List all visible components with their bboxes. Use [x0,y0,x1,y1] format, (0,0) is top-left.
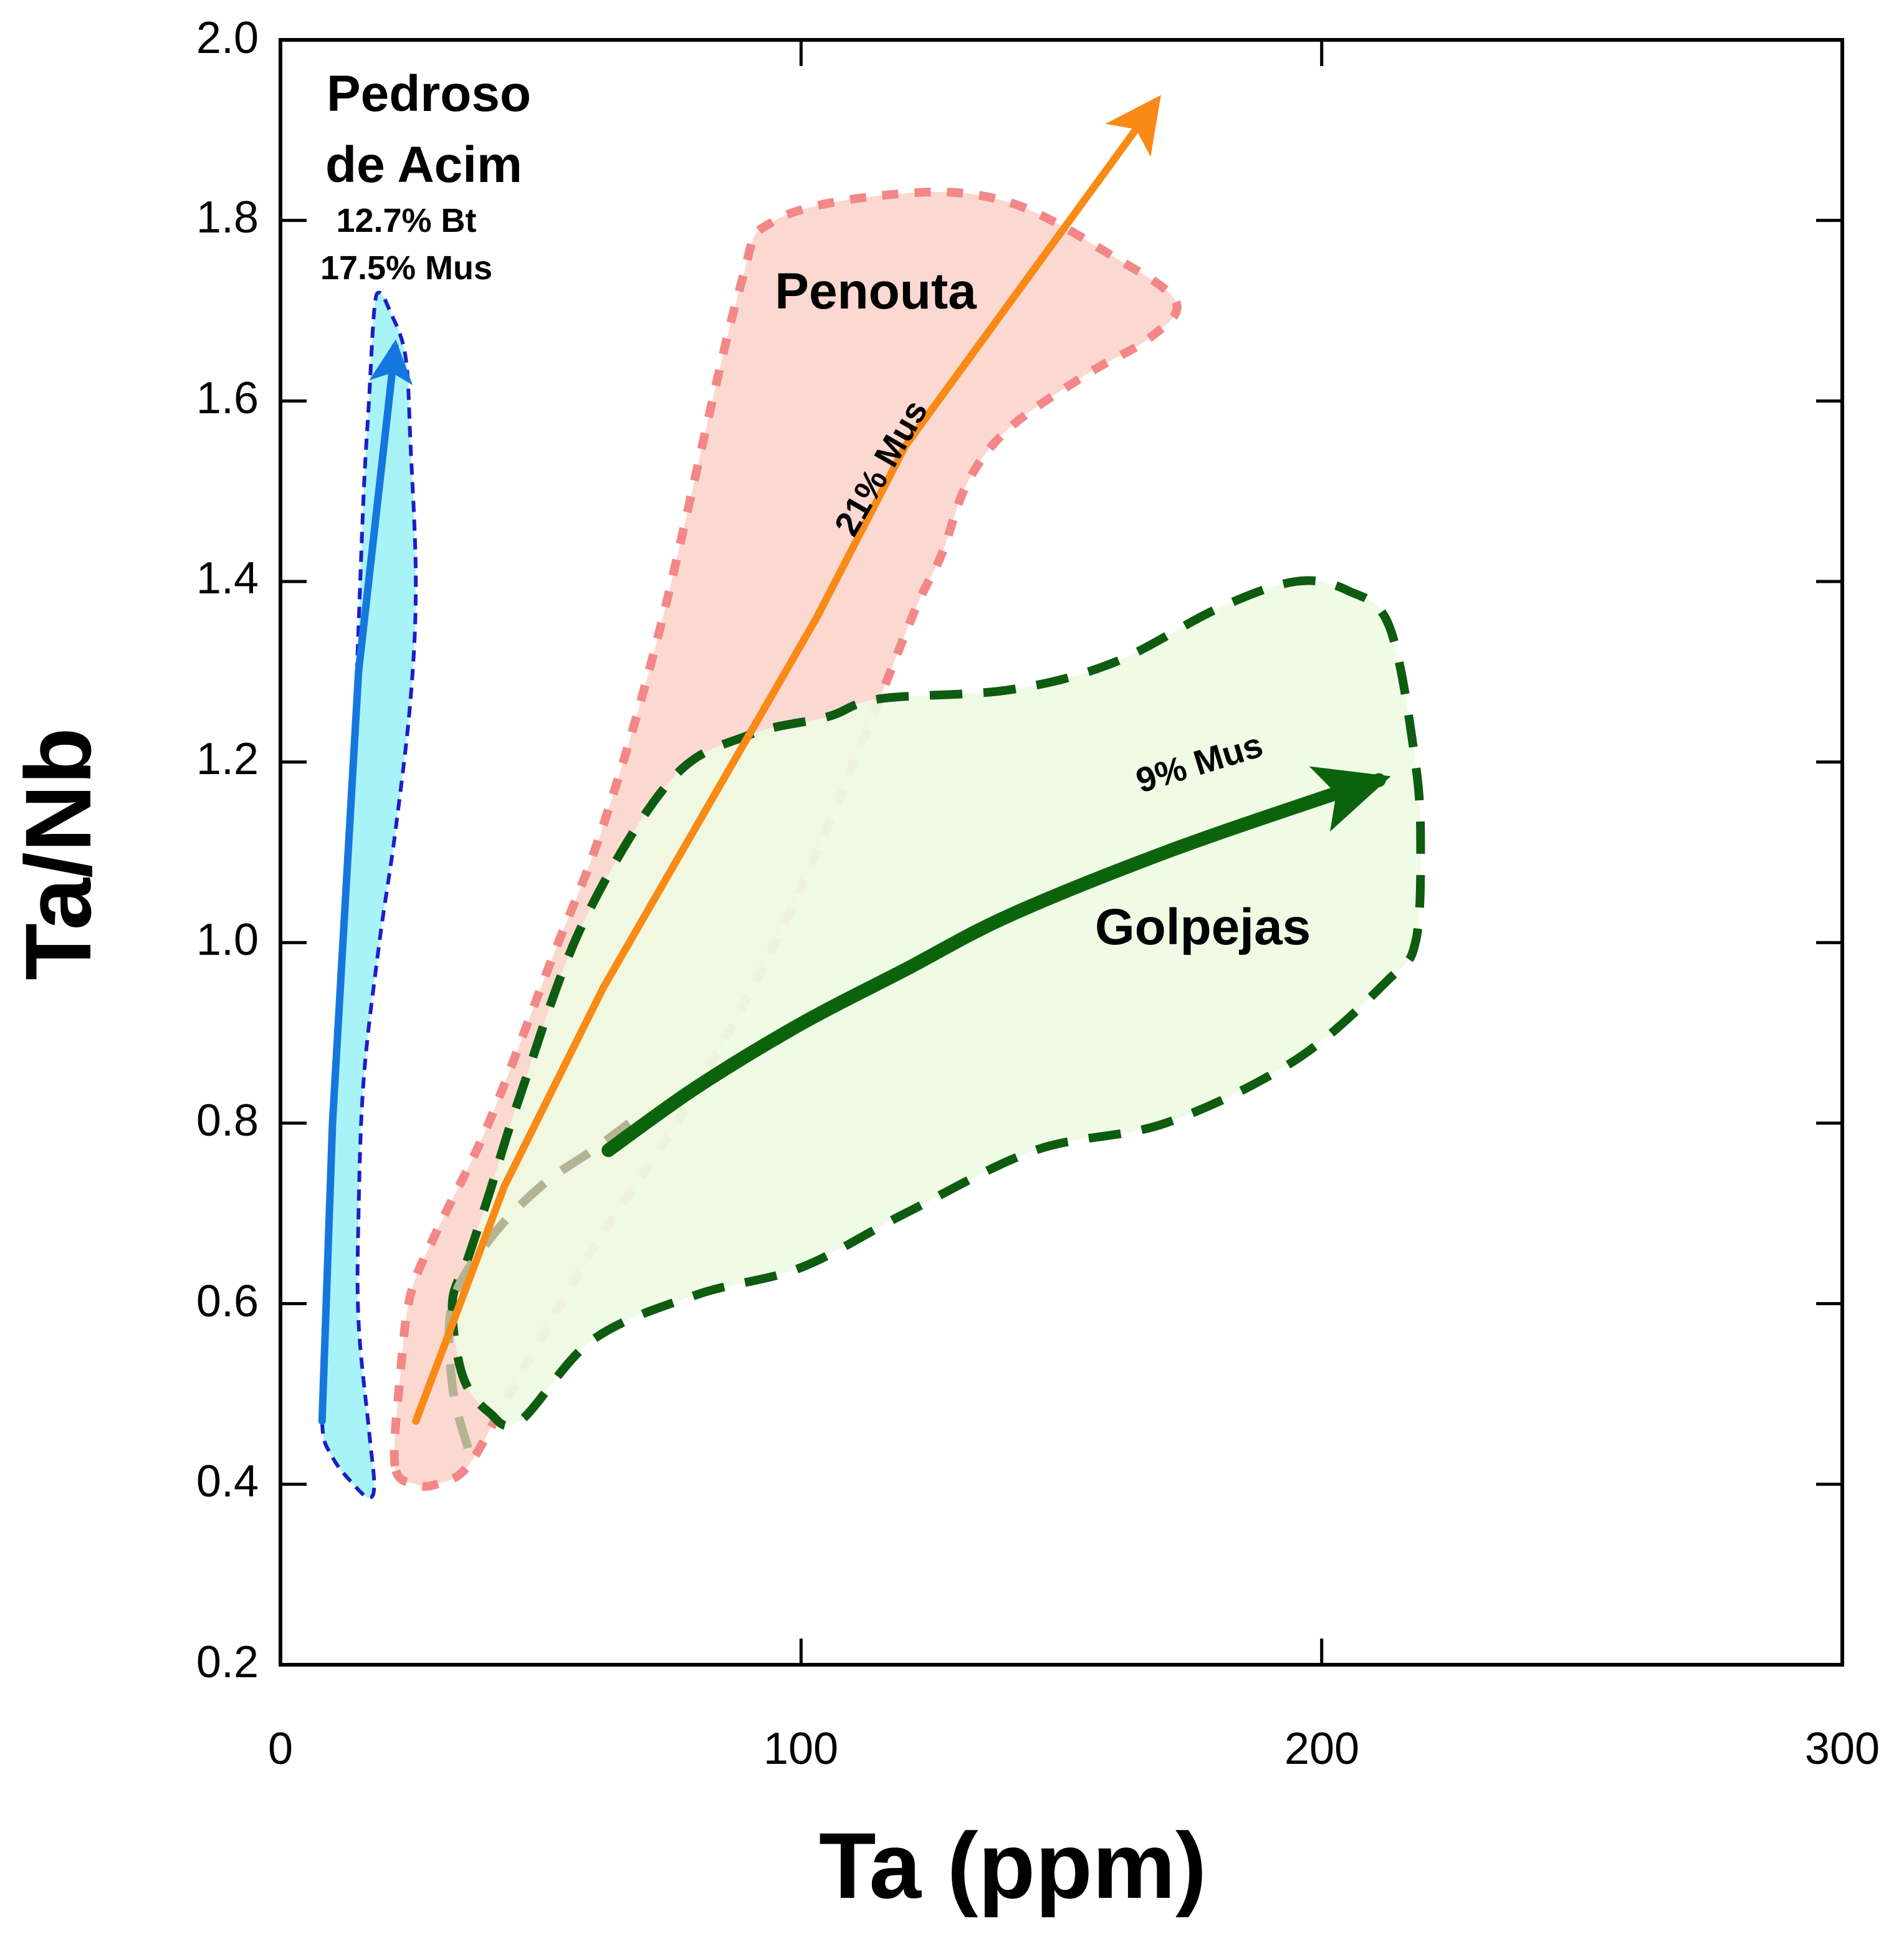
x-axis-title: Ta (ppm) [819,1813,1207,1918]
pedroso-label-line2: de Acim [325,136,522,193]
y-tick-label-0.4: 0.4 [196,1457,259,1506]
penouta-trend-arrow [412,95,1161,1425]
y-tick-label-1.0: 1.0 [196,915,259,965]
plot-frame [279,38,1844,1667]
pedroso-note-bt: 12.7% Bt [336,202,476,239]
x-tick-label-0: 0 [268,1724,293,1774]
golpejas-overlap-boundary [444,1119,632,1450]
pedroso-field [320,290,418,1500]
golpejas-trend-arrow [601,766,1391,1157]
y-tick-label-0.6: 0.6 [196,1276,259,1326]
golpejas-label: Golpejas [1095,899,1311,955]
y-tick-label-0.8: 0.8 [196,1096,259,1146]
x-tick-label-300: 300 [1805,1724,1880,1774]
y-tick-label-2.0: 2.0 [196,13,259,63]
pedroso-trend-arrow [318,339,413,1425]
pedroso-note-mus: 17.5% Mus [320,249,492,287]
axis-ticks [279,38,1844,1667]
golpejas-field [447,576,1425,1430]
pedroso-label-line1: Pedroso [327,65,531,122]
y-tick-label-0.2: 0.2 [196,1637,259,1687]
y-tick-label-1.4: 1.4 [196,553,259,603]
y-tick-label-1.6: 1.6 [196,373,259,423]
y-tick-label-1.8: 1.8 [196,193,259,242]
y-tick-label-1.2: 1.2 [196,734,259,784]
penouta-label: Penouta [775,263,977,320]
x-tick-label-100: 100 [763,1724,838,1774]
x-tick-label-200: 200 [1284,1724,1359,1774]
y-axis-title: Ta/Nb [6,727,110,980]
